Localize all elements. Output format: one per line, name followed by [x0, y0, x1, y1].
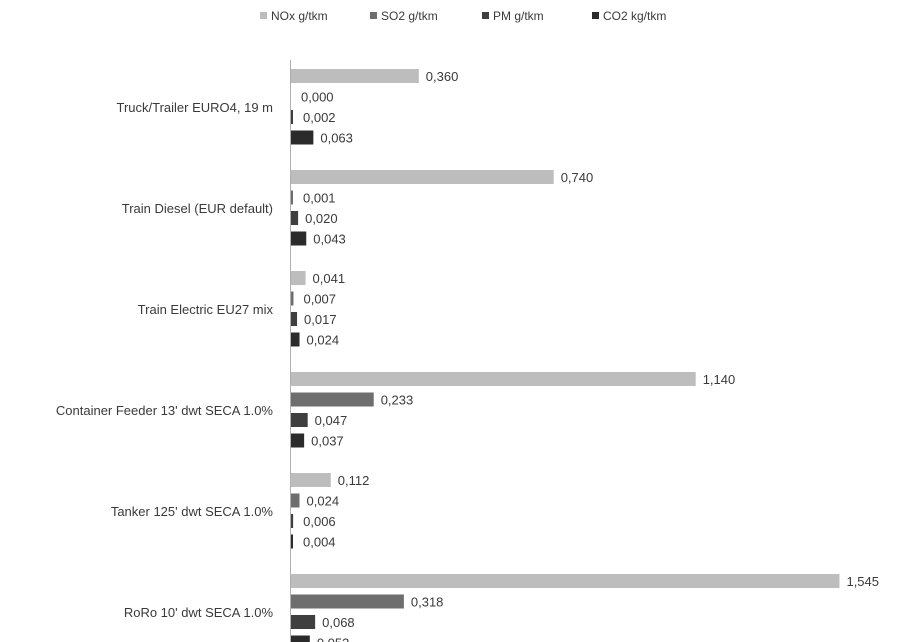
- data-label-3-2: 0,047: [315, 413, 348, 428]
- bar-1-1: [291, 190, 293, 205]
- data-label-5-0: 1,545: [846, 574, 879, 589]
- data-label-5-2: 0,068: [322, 615, 355, 630]
- legend-swatch-1: [370, 12, 377, 19]
- data-label-4-1: 0,024: [307, 494, 340, 509]
- bar-2-1: [291, 291, 294, 306]
- bar-3-2: [291, 413, 308, 427]
- legend-label-0: NOx g/tkm: [271, 9, 328, 23]
- bar-4-3: [291, 534, 293, 549]
- data-label-3-0: 1,140: [703, 372, 736, 387]
- bar-3-3: [291, 433, 305, 448]
- category-label-1: Train Diesel (EUR default): [122, 201, 273, 216]
- bar-0-2: [291, 110, 293, 124]
- legend-swatch-2: [482, 12, 489, 19]
- bar-5-3: [291, 635, 310, 642]
- data-label-4-2: 0,006: [303, 514, 336, 529]
- bar-2-0: [291, 271, 306, 285]
- data-label-1-1: 0,001: [303, 191, 336, 206]
- category-label-3: Container Feeder 13' dwt SECA 1.0%: [56, 403, 274, 418]
- legend-label-1: SO2 g/tkm: [381, 9, 438, 23]
- bar-3-0: [291, 372, 696, 386]
- data-label-5-1: 0,318: [411, 595, 444, 610]
- bar-1-2: [291, 211, 299, 225]
- bar-2-2: [291, 312, 298, 326]
- bar-5-1: [291, 594, 404, 609]
- data-labels: 0,360 0,000 0,002 0,063 0,740 0,001 0,020 0,043…: [301, 69, 879, 642]
- bar-1-3: [291, 231, 307, 246]
- data-label-4-3: 0,004: [303, 535, 336, 550]
- bar-5-0: [291, 574, 840, 588]
- bar-4-2: [291, 514, 294, 528]
- data-label-2-0: 0,041: [313, 271, 346, 286]
- bar-3-1: [291, 392, 374, 407]
- data-label-0-3: 0,063: [320, 131, 353, 146]
- data-label-1-2: 0,020: [305, 211, 338, 226]
- data-label-3-3: 0,037: [311, 434, 344, 449]
- data-label-4-0: 0,112: [338, 473, 370, 488]
- data-label-0-2: 0,002: [303, 110, 336, 125]
- bar-0-3: [291, 130, 314, 145]
- legend-swatch-0: [260, 12, 267, 19]
- category-label-5: RoRo 10' dwt SECA 1.0%: [124, 605, 274, 620]
- bar-4-1: [291, 493, 300, 508]
- bar-1-0: [291, 170, 554, 184]
- legend-label-2: PM g/tkm: [493, 9, 544, 23]
- bar-0-0: [291, 69, 419, 83]
- data-label-0-0: 0,360: [426, 69, 459, 84]
- data-label-2-1: 0,007: [303, 292, 336, 307]
- legend: NOx g/tkm SO2 g/tkm PM g/tkm CO2 kg/tkm: [260, 9, 666, 23]
- data-label-1-0: 0,740: [561, 170, 594, 185]
- legend-label-3: CO2 kg/tkm: [603, 9, 666, 23]
- bar-2-3: [291, 332, 300, 347]
- category-labels: Truck/Trailer EURO4, 19 m Train Diesel (E…: [56, 100, 274, 620]
- data-label-3-1: 0,233: [381, 393, 414, 408]
- data-label-5-3: 0,053: [317, 636, 350, 642]
- category-label-0: Truck/Trailer EURO4, 19 m: [116, 100, 273, 115]
- bar-4-0: [291, 473, 331, 487]
- legend-swatch-3: [592, 12, 599, 19]
- data-label-2-3: 0,024: [307, 333, 340, 348]
- data-label-1-3: 0,043: [313, 232, 346, 247]
- category-label-2: Train Electric EU27 mix: [138, 302, 274, 317]
- data-label-2-2: 0,017: [304, 312, 337, 327]
- bar-5-2: [291, 615, 316, 629]
- bars: [291, 69, 840, 642]
- data-label-0-1: 0,000: [301, 90, 334, 105]
- category-label-4: Tanker 125' dwt SECA 1.0%: [111, 504, 274, 519]
